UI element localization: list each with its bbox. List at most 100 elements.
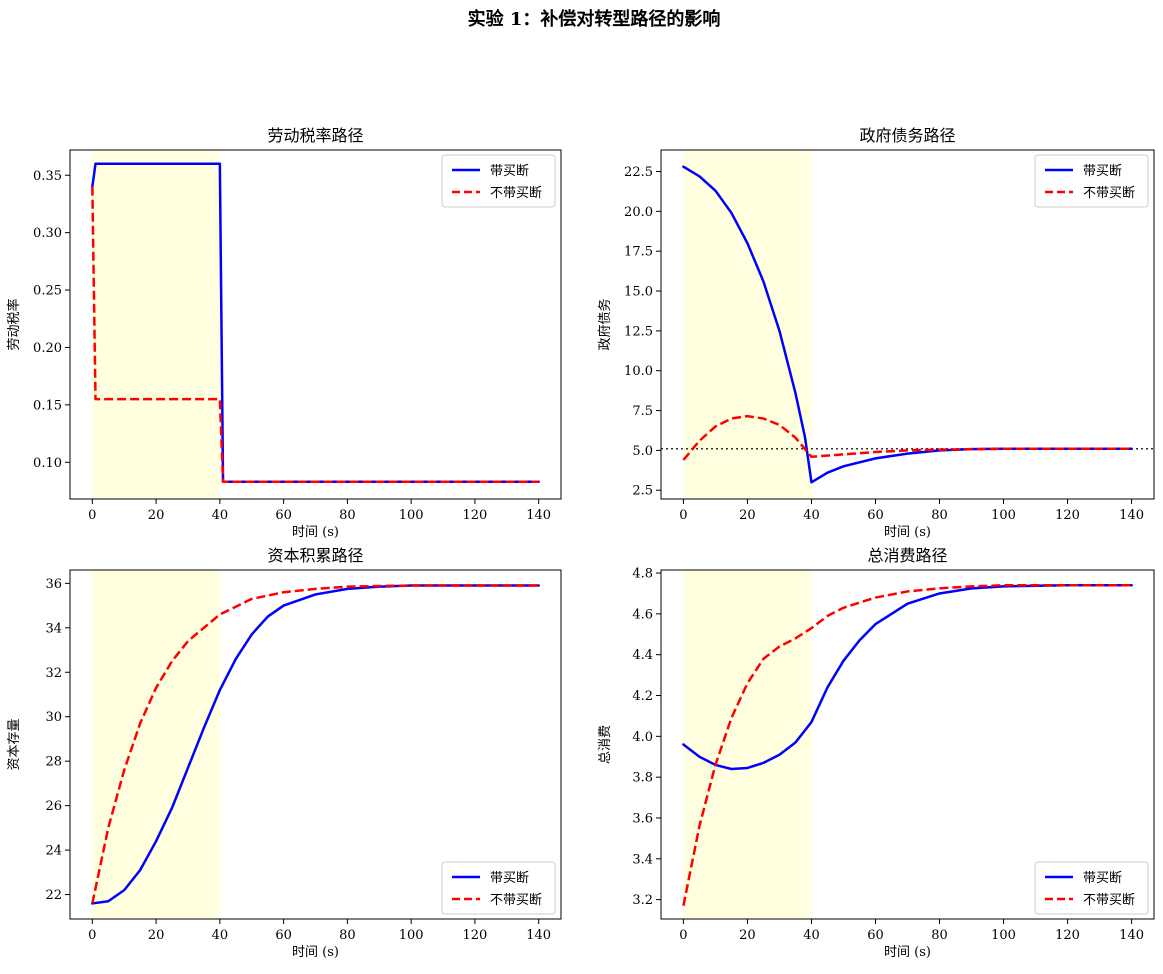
y-tick-label: 4.4 [632,648,653,663]
series-group [682,584,1133,906]
y-tick-label: 0.35 [33,169,62,184]
y-tick-label: 34 [45,621,62,636]
y-tick-label: 10.0 [624,364,653,379]
series-line-without-buyout [91,584,539,904]
x-tick-label: 0 [679,508,687,523]
x-tick-label: 80 [339,928,356,943]
axes-frame [69,149,562,500]
legend-entry: 带买断 [490,871,529,886]
shaded-region [92,150,220,499]
axes-frame [660,569,1155,920]
x-tick-label: 60 [275,508,292,523]
y-tick-label: 24 [45,844,62,859]
x-tick-label: 120 [1055,928,1080,943]
y-tick-label: 0.20 [33,341,62,356]
legend-entry: 不带买断 [490,186,542,201]
legend-box [1034,861,1149,915]
y-tick-label: 2.5 [632,484,653,499]
y-tick-label: 12.5 [624,324,653,339]
x-tick-label: 140 [526,508,551,523]
y-tick-label: 4.2 [632,689,653,704]
y-axis-label: 劳动税率 [6,298,22,350]
legend-entry: 不带买断 [490,893,542,908]
x-tick-label: 20 [739,928,756,943]
y-tick-label: 3.4 [632,852,653,867]
y-tick-label: 0.15 [33,398,62,413]
series-line-without-buyout [91,186,539,484]
x-tick-label: 120 [1055,508,1080,523]
x-tick-label: 40 [803,928,820,943]
series-group [91,162,540,484]
y-tick-label: 5.0 [632,444,653,459]
series-line-without-buyout [682,584,1132,906]
y-tick-label: 7.5 [632,404,653,419]
x-tick-label: 60 [275,928,292,943]
x-tick-label: 140 [526,928,551,943]
x-tick-label: 60 [867,928,884,943]
subplot-4: 0 20 40 60 80 100 120 140 3.2 3.4 3.6 3.8 4.0 4.2 4.4 4… [598,546,1155,960]
y-tick-label: 32 [45,666,62,681]
x-tick-label: 40 [212,508,229,523]
y-axis-label: 资本存量 [7,718,22,770]
legend-entry: 带买断 [1083,164,1122,179]
legend-box [1034,154,1149,208]
shaded-region [92,570,220,919]
x-tick-label: 20 [739,508,756,523]
y-tick-label: 3.2 [632,893,653,908]
x-tick-label: 140 [1119,928,1144,943]
legend-entry: 带买断 [490,164,529,179]
x-tick-label: 0 [679,928,687,943]
series-line-with-buyout [682,584,1133,771]
x-axis-label: 时间 (s) [884,525,931,540]
x-tick-label: 120 [463,928,488,943]
x-tick-label: 40 [212,928,229,943]
y-tick-label: 15.0 [624,285,653,300]
x-tick-label: 100 [399,508,424,523]
subplot-grid: 0 20 40 60 80 100 120 140 0.10 0.15 0.20 0.25 0.30 0.… [6,126,1155,960]
axes-frame [69,569,562,920]
subplot-2: 0 20 40 60 80 100 120 140 2.5 5.0 7.5 10.0 12.5 15.0 1… [597,126,1155,540]
subplot-title: 总消费路径 [867,546,947,565]
series-group [682,165,1133,484]
x-tick-label: 20 [148,928,165,943]
y-tick-label: 17.5 [624,245,653,260]
x-tick-label: 80 [931,928,948,943]
legend-entry: 不带买断 [1083,893,1135,908]
y-tick-label: 0.25 [33,284,62,299]
series-group [91,584,540,905]
shaded-region [683,150,812,499]
series-line-without-buyout [682,414,1132,461]
y-tick-label: 4.0 [632,730,653,745]
subplot-3: 0 20 40 60 80 100 120 140 22 24 26 28 30 32 34 36 资本积累路径… [7,546,562,960]
legend-box [441,861,556,915]
subplot-title: 资本积累路径 [267,546,363,565]
y-tick-label: 0.30 [33,226,62,241]
x-tick-label: 120 [463,508,488,523]
x-tick-label: 20 [148,508,165,523]
subplot-title: 劳动税率路径 [267,126,363,145]
y-tick-label: 22.5 [624,165,653,180]
y-axis-label: 总消费 [598,725,613,764]
y-tick-label: 30 [45,710,62,725]
subplot-1: 0 20 40 60 80 100 120 140 0.10 0.15 0.20 0.25 0.30 0.… [6,126,562,540]
y-tick-label: 3.6 [632,811,653,826]
y-axis-label: 政府债务 [597,298,613,350]
x-axis-label: 时间 (s) [292,525,339,540]
x-tick-label: 100 [991,928,1016,943]
x-tick-label: 100 [399,928,424,943]
y-tick-label: 4.8 [632,567,653,582]
y-tick-label: 36 [45,577,62,592]
subplot-title: 政府债务路径 [859,126,955,145]
y-tick-label: 4.6 [632,607,653,622]
x-axis-label: 时间 (s) [884,945,931,960]
x-axis-label: 时间 (s) [292,945,339,960]
x-tick-label: 80 [339,508,356,523]
y-tick-label: 28 [45,755,62,770]
y-tick-label: 22 [45,888,62,903]
axes-frame [660,149,1155,500]
